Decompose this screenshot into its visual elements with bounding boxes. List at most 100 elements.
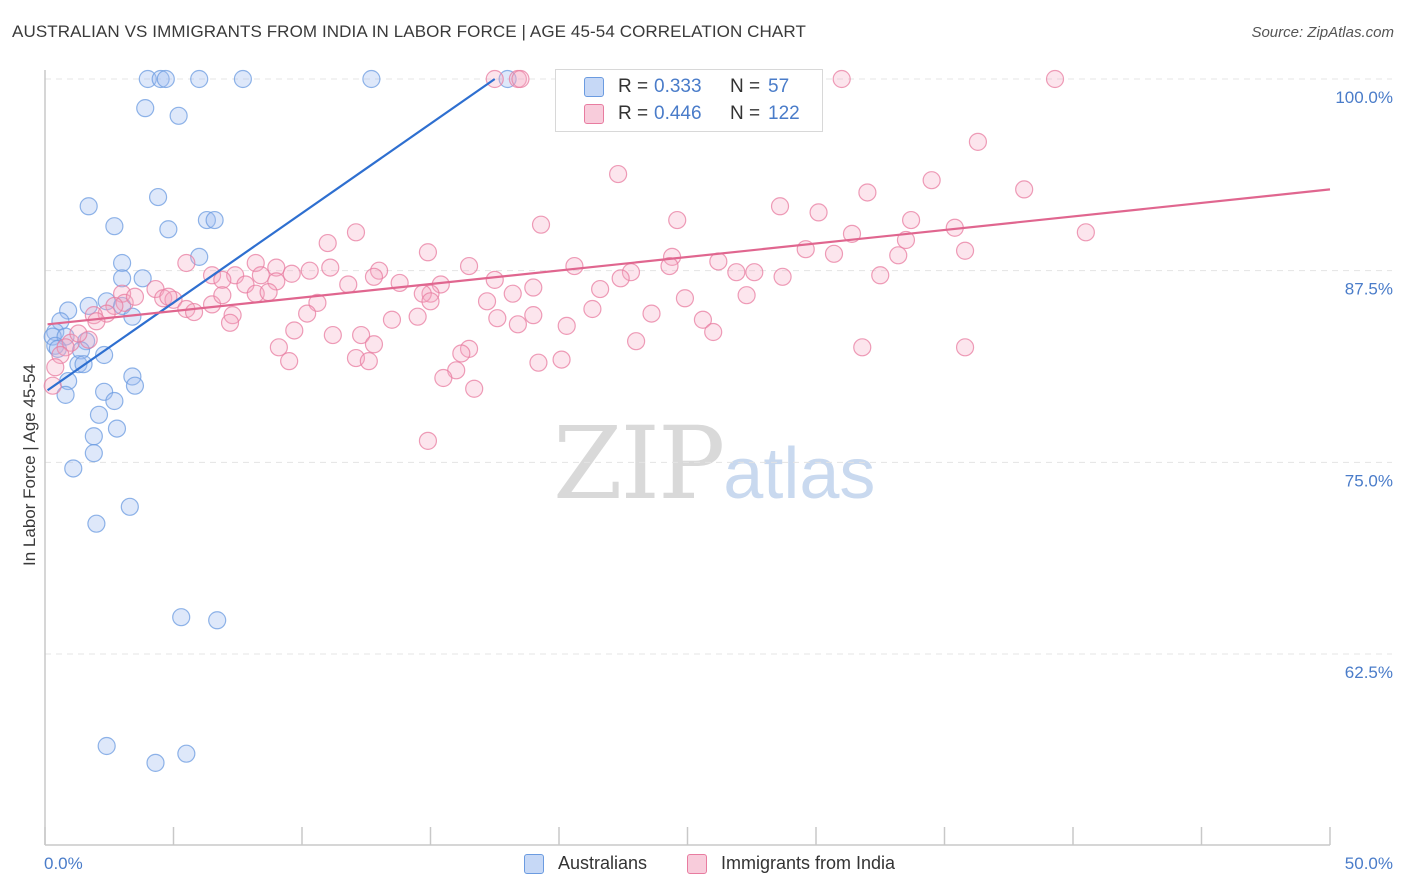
legend-item-australians[interactable]: Australians	[524, 853, 647, 874]
india-point	[583, 299, 602, 319]
legend-item-india[interactable]: Immigrants from India	[687, 853, 895, 874]
australians-point	[233, 69, 252, 89]
india-point	[591, 279, 610, 299]
australians-point	[208, 611, 227, 630]
australians-point	[133, 269, 152, 288]
chart-title: AUSTRALIAN VS IMMIGRANTS FROM INDIA IN L…	[12, 22, 806, 41]
india-point	[352, 325, 371, 345]
india-point	[853, 338, 872, 357]
india-point	[955, 241, 975, 260]
r-label: R =	[618, 103, 649, 124]
australians-point	[97, 736, 116, 756]
india-point	[626, 332, 646, 351]
legend-row-india: R = 0.446 N = 122	[556, 101, 800, 127]
india-point	[524, 278, 543, 297]
australians-point	[197, 210, 217, 230]
y-tick-label: 87.5%	[1345, 280, 1393, 299]
india-point	[259, 283, 278, 302]
india-point	[858, 183, 877, 202]
series-legend: Australians Immigrants from India	[0, 853, 1406, 877]
india-point	[69, 324, 88, 343]
india-point	[660, 256, 679, 276]
australians-point	[136, 99, 155, 118]
source-label[interactable]: Source: ZipAtlas.com	[1251, 24, 1394, 41]
india-point	[693, 310, 713, 329]
australians-point	[79, 296, 98, 316]
india-point	[213, 270, 232, 289]
watermark: ZIPatlas	[553, 405, 875, 522]
india-point	[452, 344, 471, 363]
india-point	[46, 358, 65, 377]
australians-point	[151, 69, 170, 89]
trend-lines	[46, 78, 1331, 392]
australians-point	[89, 405, 109, 424]
australians-point	[156, 69, 175, 89]
australians-point	[190, 69, 209, 89]
australians-point	[146, 753, 165, 772]
india-point	[465, 379, 484, 398]
n-label: N =	[730, 103, 761, 124]
india-point	[773, 267, 792, 286]
india-point	[364, 267, 384, 286]
y-tick-label: 75.0%	[1345, 471, 1393, 490]
india-legend-swatch	[687, 853, 707, 874]
india-point	[968, 132, 988, 151]
india-point	[285, 321, 304, 340]
australians-legend-label: Australians	[558, 853, 648, 873]
correlation-legend: R = 0.333 N = 57 R = 0.446 N = 122	[555, 69, 823, 132]
india-point	[382, 310, 402, 329]
australians-point	[362, 69, 381, 89]
india-point	[889, 246, 908, 265]
india-point	[408, 307, 427, 326]
australians-point	[105, 391, 124, 411]
australians-point	[84, 427, 103, 446]
india-point	[611, 269, 630, 288]
india-point	[609, 164, 628, 184]
australians-point	[79, 197, 98, 216]
india-point	[477, 292, 497, 311]
australians-point	[159, 220, 178, 239]
india-point	[300, 261, 319, 280]
india-point	[298, 304, 317, 323]
india-point	[770, 197, 790, 216]
australians-point	[169, 106, 188, 125]
india-point	[421, 284, 440, 303]
india-point	[503, 284, 522, 303]
india-point	[642, 304, 661, 323]
india-point	[236, 275, 255, 294]
india-point	[364, 335, 384, 354]
india-point	[213, 286, 232, 305]
australians-point	[148, 187, 168, 207]
india-point	[177, 253, 196, 273]
india-point	[745, 263, 764, 282]
australians-point	[84, 444, 103, 463]
australians-point	[112, 253, 132, 273]
india-point	[105, 296, 124, 316]
axes	[44, 70, 1331, 846]
india-point	[529, 353, 548, 372]
australians-point	[177, 744, 196, 763]
india-point	[557, 316, 576, 335]
n-value: 122	[768, 103, 800, 124]
india-points	[43, 69, 1095, 450]
australians-point	[56, 385, 75, 404]
australians-point	[138, 69, 157, 89]
australians-swatch	[584, 77, 604, 97]
india-swatch	[584, 104, 604, 124]
india-point	[269, 338, 288, 357]
india-point	[421, 292, 440, 311]
australians-points	[43, 69, 517, 772]
india-point	[339, 275, 358, 294]
y-tick-label: 100.0%	[1335, 88, 1393, 107]
india-point	[668, 210, 687, 230]
r-label: R =	[618, 76, 649, 97]
india-point	[321, 258, 340, 277]
india-point	[87, 312, 106, 331]
legend-row-australians: R = 0.333 N = 57	[556, 74, 789, 100]
australians-point	[95, 382, 114, 401]
india-point	[737, 286, 756, 305]
india-point	[267, 258, 286, 277]
india-point	[824, 244, 844, 263]
n-label: N =	[730, 76, 761, 97]
india-point	[488, 309, 507, 328]
